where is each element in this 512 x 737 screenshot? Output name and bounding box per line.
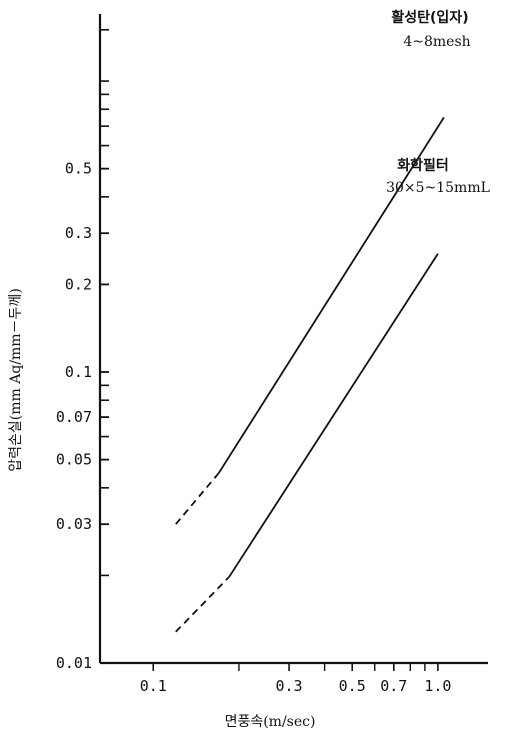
y-tick-label: 0.05 [56,451,92,469]
y-tick-label: 0.2 [65,275,92,293]
series-1-annotation-line2: 4~8mesh [403,34,470,50]
x-tick-label: 0.5 [339,677,366,695]
axes [98,14,488,665]
series [175,116,445,633]
y-tick-label: 0.03 [56,515,92,533]
series-1-annotation-line1: 활성탄(입자) [391,9,468,26]
series-2-annotation-line1: 화학필터 [397,157,449,174]
series-2-dashed-line [175,576,230,633]
series-1-solid-line [218,116,445,474]
x-axis-title: 면풍속(m/sec) [225,714,316,730]
y-tick-label: 0.01 [56,654,92,672]
y-tick-label: 0.5 [65,160,92,178]
x-tick-label: 0.7 [380,677,407,695]
y-tick-label: 0.3 [65,224,92,242]
x-tick-label: 0.1 [140,677,167,695]
y-tick-label: 0.07 [56,408,92,426]
x-tick-label: 1.0 [424,677,451,695]
series-2-solid-line [228,253,439,578]
y-tick-label: 0.1 [65,363,92,381]
x-tick-label: 0.3 [276,677,303,695]
series-2-annotation-line2: 30×5~15mmL [386,180,490,196]
series-1-dashed-line [175,472,220,525]
ticks: 0.01 0.03 0.05 0.07 0.1 0.2 0.3 0.5 0.1 0.3 0.5 0.7… [56,29,451,695]
y-axis-title: 압력손실(mm Aq/mm－두께) [8,288,24,472]
